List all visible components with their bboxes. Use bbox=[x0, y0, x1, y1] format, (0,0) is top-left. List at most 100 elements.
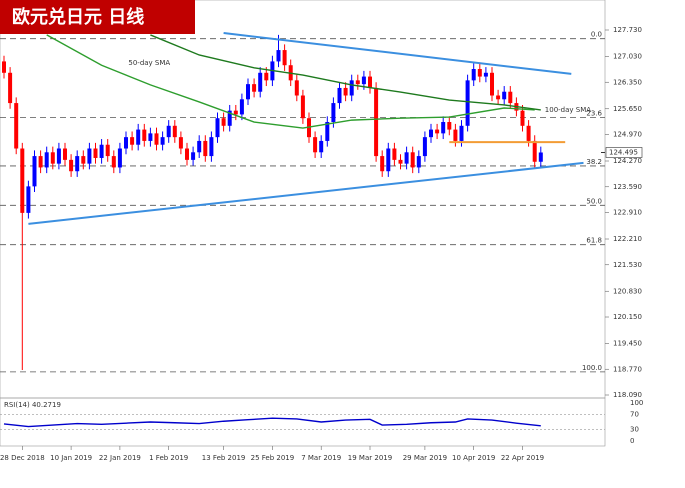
candle-body bbox=[264, 72, 269, 81]
candle-body bbox=[38, 156, 43, 168]
candle-body bbox=[124, 137, 128, 149]
candle-body bbox=[142, 129, 147, 141]
candle-body bbox=[63, 148, 67, 160]
x-tick-label: 7 Mar 2019 bbox=[301, 454, 341, 462]
candle-body bbox=[422, 137, 427, 157]
candle-body bbox=[410, 152, 415, 168]
candle-body bbox=[349, 80, 354, 96]
candle-body bbox=[44, 152, 49, 168]
y-tick-label: 127.730 bbox=[613, 26, 642, 34]
fib-label: 0.0 bbox=[591, 31, 602, 39]
fib-label: 38.2 bbox=[586, 158, 602, 166]
candle-body bbox=[160, 137, 165, 145]
candle-body bbox=[75, 156, 80, 172]
candle-body bbox=[252, 84, 257, 92]
candle-body bbox=[258, 72, 263, 92]
candle-body bbox=[508, 91, 513, 104]
candle-body bbox=[319, 140, 324, 153]
x-tick-label: 29 Mar 2019 bbox=[403, 454, 447, 462]
y-tick-label: 120.830 bbox=[613, 287, 642, 295]
candle-body bbox=[136, 129, 141, 145]
y-tick-label: 119.450 bbox=[613, 340, 642, 348]
x-tick-label: 25 Feb 2019 bbox=[251, 454, 295, 462]
candle-body bbox=[233, 110, 238, 115]
fib-label: 100.0 bbox=[582, 364, 602, 372]
y-tick-label: 126.350 bbox=[613, 78, 642, 86]
candle-body bbox=[117, 148, 122, 168]
candle-body bbox=[374, 87, 379, 157]
candle-body bbox=[50, 152, 55, 164]
y-tick-label: 125.650 bbox=[613, 105, 642, 113]
candle-body bbox=[490, 72, 494, 96]
candle-body bbox=[441, 122, 446, 134]
candle-body bbox=[14, 103, 19, 149]
title-box bbox=[0, 0, 195, 34]
candle-body bbox=[154, 133, 159, 145]
candle-body bbox=[178, 137, 183, 149]
y-tick-label: 118.090 bbox=[613, 391, 642, 399]
y-tick-label: 122.210 bbox=[613, 235, 642, 243]
candle-body bbox=[282, 50, 287, 66]
y-tick-label: 127.030 bbox=[613, 53, 642, 61]
candle-body bbox=[148, 133, 153, 141]
candle-body bbox=[105, 144, 110, 157]
candle-body bbox=[502, 91, 507, 100]
candle-body bbox=[398, 159, 403, 164]
candle-body bbox=[197, 140, 202, 153]
candle-body bbox=[185, 148, 189, 160]
last-price-label: 124.495 bbox=[609, 148, 638, 156]
series-label: 50-day SMA bbox=[128, 59, 170, 67]
candle-body bbox=[526, 125, 531, 141]
rsi-tick-label: 30 bbox=[630, 426, 639, 434]
candle-body bbox=[313, 137, 318, 153]
rsi-label: RSI(14) 40.2719 bbox=[4, 401, 61, 409]
rsi-frame bbox=[0, 397, 606, 447]
candle-body bbox=[294, 80, 299, 96]
candle-body bbox=[203, 140, 208, 157]
candle-body bbox=[325, 122, 330, 141]
y-tick-label: 121.530 bbox=[613, 261, 642, 269]
candle-body bbox=[337, 87, 342, 104]
rsi-tick-label: 100 bbox=[630, 399, 643, 407]
candle-body bbox=[453, 129, 458, 141]
candle-body bbox=[26, 186, 31, 213]
fib-label: 61.8 bbox=[586, 237, 602, 245]
candle-body bbox=[87, 148, 92, 164]
x-tick-label: 22 Jan 2019 bbox=[99, 454, 141, 462]
y-tick-label: 124.270 bbox=[613, 157, 642, 165]
candle-body bbox=[532, 140, 537, 162]
candle-body bbox=[69, 159, 74, 172]
x-tick-label: 10 Apr 2019 bbox=[452, 454, 495, 462]
candle-body bbox=[459, 125, 464, 141]
candle-body bbox=[130, 137, 135, 145]
candle-body bbox=[435, 129, 440, 134]
candle-body bbox=[227, 110, 232, 126]
candle-body bbox=[520, 110, 525, 126]
last-price-box bbox=[605, 147, 643, 158]
y-tick-label: 123.590 bbox=[613, 183, 642, 191]
y-tick-label: 120.150 bbox=[613, 313, 642, 321]
candle-body bbox=[93, 148, 98, 158]
x-tick-label: 28 Dec 2018 bbox=[0, 454, 45, 462]
sma-line bbox=[46, 34, 535, 129]
candle-body bbox=[246, 84, 250, 100]
x-tick-label: 22 Apr 2019 bbox=[501, 454, 544, 462]
candle-body bbox=[20, 148, 25, 213]
candle-body bbox=[355, 80, 360, 85]
y-tick-label: 118.770 bbox=[613, 365, 642, 373]
x-tick-label: 19 Mar 2019 bbox=[348, 454, 392, 462]
candle-body bbox=[215, 118, 220, 138]
x-tick-label: 10 Jan 2019 bbox=[50, 454, 92, 462]
candle-body bbox=[361, 76, 366, 85]
x-tick-label: 1 Feb 2019 bbox=[149, 454, 188, 462]
candle-body bbox=[483, 72, 488, 77]
candle-body bbox=[331, 103, 336, 123]
candle-body bbox=[416, 156, 421, 168]
fib-label: 23.6 bbox=[586, 109, 602, 117]
candle-body bbox=[429, 129, 433, 138]
candle-body bbox=[99, 144, 104, 158]
candle-body bbox=[56, 148, 61, 164]
trend-line bbox=[28, 161, 584, 225]
candle-body bbox=[471, 68, 476, 81]
candle-body bbox=[8, 72, 13, 104]
